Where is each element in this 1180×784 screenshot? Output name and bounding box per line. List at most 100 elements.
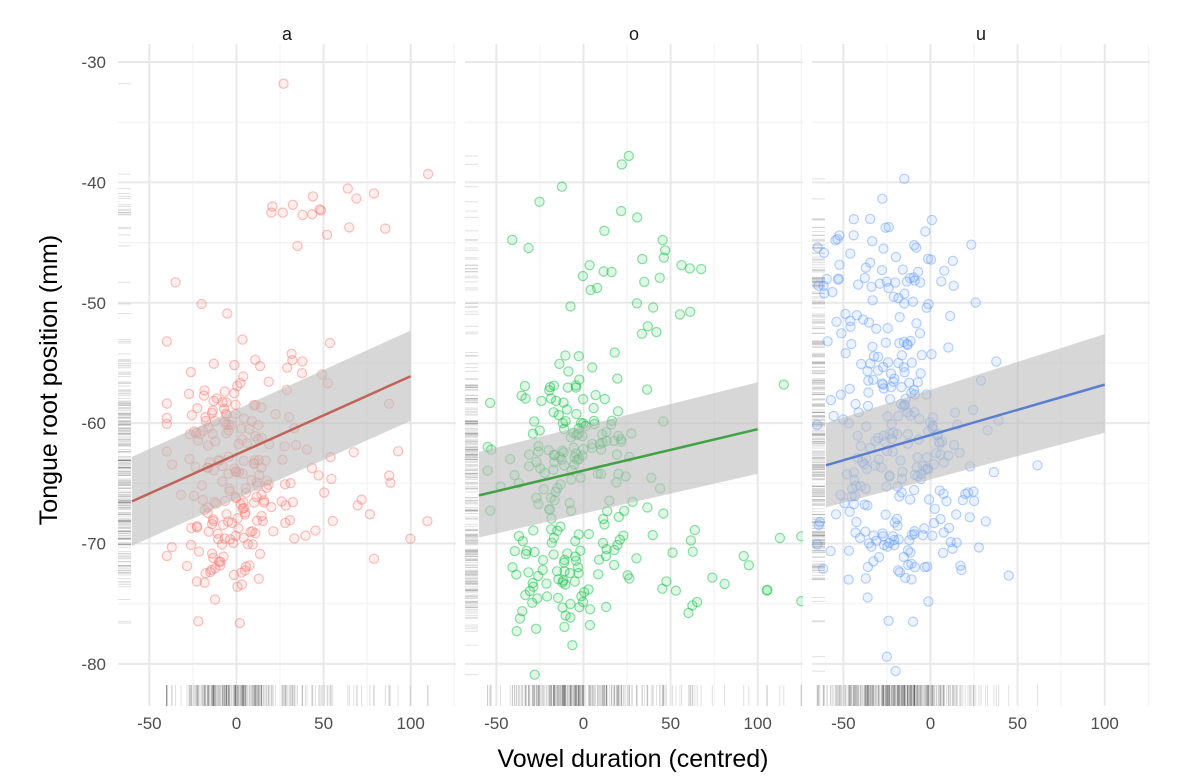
data-point <box>601 601 612 613</box>
data-point <box>554 358 565 370</box>
y-tick-label: -30 <box>81 53 106 72</box>
data-point <box>523 242 534 254</box>
data-point <box>599 519 610 530</box>
data-point <box>534 196 545 207</box>
data-point <box>608 559 620 571</box>
x-tick-label: 0 <box>232 714 241 733</box>
data-point <box>532 593 543 604</box>
data-point <box>287 355 298 366</box>
data-point <box>844 506 855 517</box>
data-point <box>922 561 933 572</box>
data-point <box>192 522 203 533</box>
data-point <box>567 640 578 651</box>
data-point <box>902 545 914 556</box>
data-point <box>161 418 172 429</box>
data-point <box>205 566 216 578</box>
data-point <box>951 537 962 548</box>
data-point <box>860 526 871 537</box>
data-point <box>565 598 576 610</box>
data-point <box>674 309 686 320</box>
data-point <box>896 382 907 393</box>
data-point <box>923 494 935 505</box>
data-point <box>584 619 596 631</box>
data-point <box>562 548 573 559</box>
data-point <box>937 547 949 559</box>
data-point <box>529 546 540 558</box>
data-point <box>521 545 532 557</box>
data-point <box>685 306 696 317</box>
data-point <box>577 394 589 405</box>
data-point <box>639 276 650 288</box>
data-point <box>889 539 900 551</box>
data-point <box>836 328 847 339</box>
data-point <box>552 592 564 604</box>
data-point <box>161 336 172 347</box>
data-point <box>622 570 633 581</box>
data-point <box>863 538 875 549</box>
data-point <box>897 264 909 275</box>
data-point <box>546 524 557 535</box>
data-point <box>559 554 570 566</box>
data-point <box>846 338 857 350</box>
data-point <box>551 566 563 577</box>
data-point <box>862 366 873 377</box>
data-point <box>258 497 270 508</box>
data-point <box>853 279 864 290</box>
data-point <box>939 265 950 276</box>
data-point <box>217 396 228 408</box>
data-point <box>507 562 518 573</box>
data-point <box>218 403 230 415</box>
data-point <box>896 350 908 361</box>
data-point <box>232 581 243 593</box>
data-point <box>254 360 266 372</box>
data-point <box>850 527 861 538</box>
data-point <box>185 366 196 378</box>
data-point <box>537 554 549 566</box>
data-point <box>527 577 538 589</box>
y-axis-title: Tongue root position (mm) <box>35 235 63 525</box>
data-point <box>251 515 263 526</box>
data-point <box>285 478 296 489</box>
data-point <box>238 532 249 544</box>
data-point <box>208 395 219 407</box>
data-point <box>584 604 596 615</box>
data-point <box>342 183 353 194</box>
data-point <box>300 530 311 541</box>
data-point <box>689 524 701 536</box>
data-point <box>237 503 248 514</box>
data-point <box>905 547 916 558</box>
data-point <box>384 470 395 481</box>
data-point <box>247 539 258 550</box>
data-point <box>606 266 617 278</box>
data-point <box>218 551 229 562</box>
data-point <box>885 368 897 379</box>
data-point <box>898 336 910 348</box>
data-point <box>814 516 826 528</box>
data-point <box>192 403 203 414</box>
data-point <box>186 410 198 421</box>
x-tick-label: 50 <box>1008 714 1027 733</box>
data-point <box>894 567 906 578</box>
data-point <box>899 367 910 378</box>
data-point <box>570 555 582 566</box>
data-point <box>513 530 525 542</box>
data-point <box>529 669 540 680</box>
data-point <box>364 509 376 520</box>
data-point <box>217 519 229 531</box>
data-point <box>968 495 980 507</box>
data-point <box>955 560 966 572</box>
data-point <box>344 222 355 233</box>
regression-line-u <box>825 383 1106 467</box>
data-point <box>909 239 920 251</box>
data-point <box>405 533 416 544</box>
data-point <box>927 530 938 541</box>
data-point <box>240 561 252 572</box>
data-point <box>878 531 889 542</box>
data-point <box>541 591 553 602</box>
data-point <box>923 298 934 310</box>
data-point <box>719 578 730 590</box>
x-tick-label: 0 <box>926 714 935 733</box>
data-point <box>623 150 635 162</box>
data-point <box>256 489 267 500</box>
